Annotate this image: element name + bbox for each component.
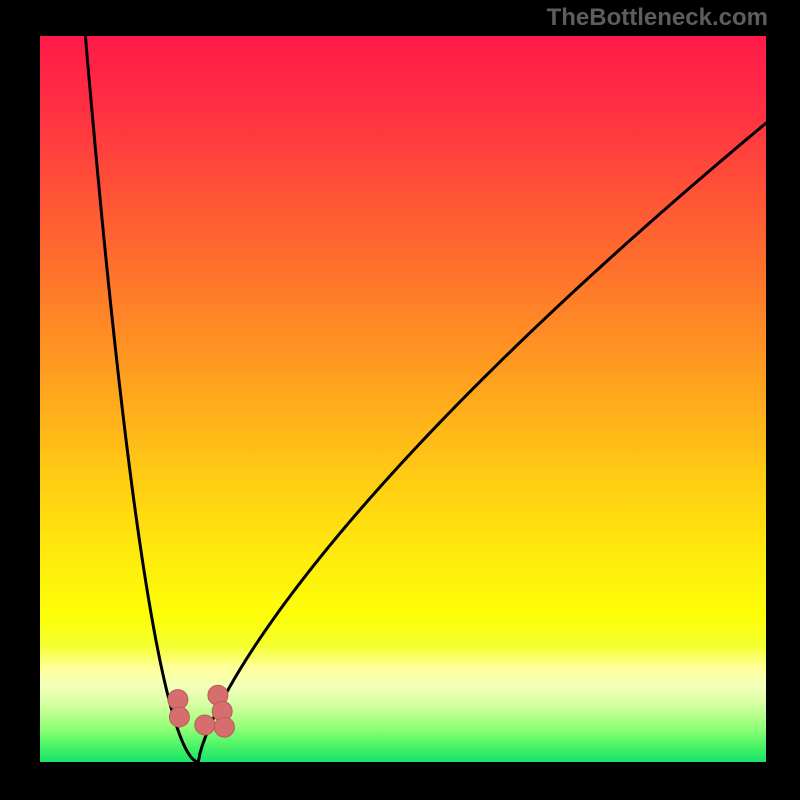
plot-area bbox=[40, 36, 766, 762]
bottleneck-curve bbox=[84, 36, 199, 762]
data-point-marker bbox=[168, 690, 188, 710]
data-point-marker bbox=[169, 707, 189, 727]
data-point-marker bbox=[214, 717, 234, 737]
bottleneck-curve bbox=[198, 123, 766, 762]
chart-svg bbox=[40, 36, 766, 762]
data-point-marker bbox=[195, 715, 215, 735]
outer-frame: TheBottleneck.com bbox=[0, 0, 800, 800]
watermark-text: TheBottleneck.com bbox=[547, 4, 768, 32]
